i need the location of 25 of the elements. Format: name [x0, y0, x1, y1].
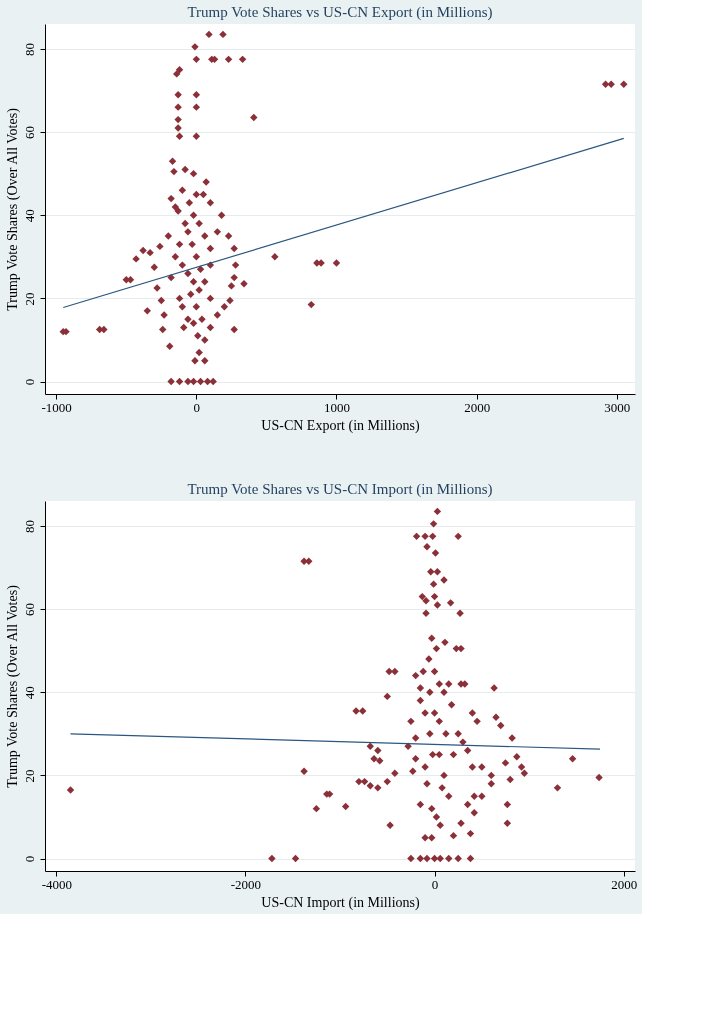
x-axis-title: US-CN Export (in Millions) [261, 417, 420, 434]
x-tick-label: -4000 [41, 876, 73, 892]
y-tick-label: 40 [21, 209, 37, 223]
x-tick-label: 2000 [611, 876, 638, 892]
y-tick-label: 20 [21, 769, 37, 783]
x-tick-label: 0 [193, 399, 201, 415]
x-tick-label: 0 [431, 876, 439, 892]
x-tick-label: 2000 [464, 399, 491, 415]
y-tick-label: 0 [21, 378, 37, 386]
y-axis-title: Trump Vote Shares (Over All Votes) [4, 584, 21, 788]
y-tick-label: 60 [21, 126, 37, 140]
y-tick-label: 20 [21, 292, 37, 306]
x-tick-label: 3000 [604, 399, 631, 415]
x-tick-label: -2000 [230, 876, 262, 892]
y-axis-title: Trump Vote Shares (Over All Votes) [4, 107, 21, 311]
y-tick-label: 60 [21, 603, 37, 617]
x-tick-label: -1000 [41, 399, 72, 415]
y-tick-label: 40 [21, 686, 37, 700]
chart-title: Trump Vote Shares vs US-CN Export (in Millions) [187, 4, 493, 21]
y-tick-label: 80 [21, 519, 37, 533]
x-axis-title: US-CN Import (in Millions) [261, 894, 420, 911]
chart-title: Trump Vote Shares vs US-CN Import (in Millions) [187, 481, 493, 498]
x-tick-label: 1000 [324, 399, 350, 415]
y-tick-label: 0 [21, 855, 37, 863]
y-tick-label: 80 [21, 42, 37, 56]
